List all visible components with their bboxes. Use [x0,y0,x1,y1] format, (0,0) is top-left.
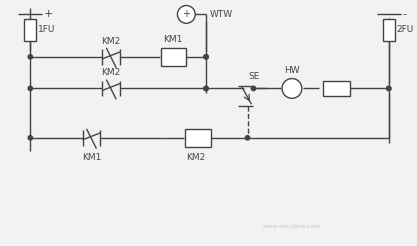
Text: HW: HW [284,66,300,75]
Circle shape [28,136,33,140]
Bar [24,19,36,41]
Text: KM1: KM1 [82,153,101,162]
Circle shape [204,55,208,59]
Circle shape [204,86,208,91]
Text: KM2: KM2 [186,153,206,162]
Text: +: + [182,9,190,19]
Circle shape [28,55,33,59]
Circle shape [387,86,391,91]
Circle shape [28,86,33,91]
Bar [161,48,186,66]
Text: KM2: KM2 [101,37,121,46]
Bar [323,80,350,96]
Text: SE: SE [249,72,260,81]
Text: 1FU: 1FU [38,25,55,34]
Text: WTW: WTW [210,10,233,19]
Circle shape [251,86,256,91]
Text: +: + [44,9,53,19]
Circle shape [177,5,195,23]
Circle shape [282,78,302,98]
Text: 2FU: 2FU [397,25,414,34]
Bar [185,129,211,147]
Text: -: - [402,9,407,19]
Text: www.elecfans.com: www.elecfans.com [263,224,321,229]
Text: KM1: KM1 [163,35,183,44]
Bar [383,19,394,41]
Circle shape [245,136,250,140]
Text: KM2: KM2 [101,68,121,77]
Circle shape [387,86,391,91]
Circle shape [204,86,208,91]
Circle shape [204,55,208,59]
